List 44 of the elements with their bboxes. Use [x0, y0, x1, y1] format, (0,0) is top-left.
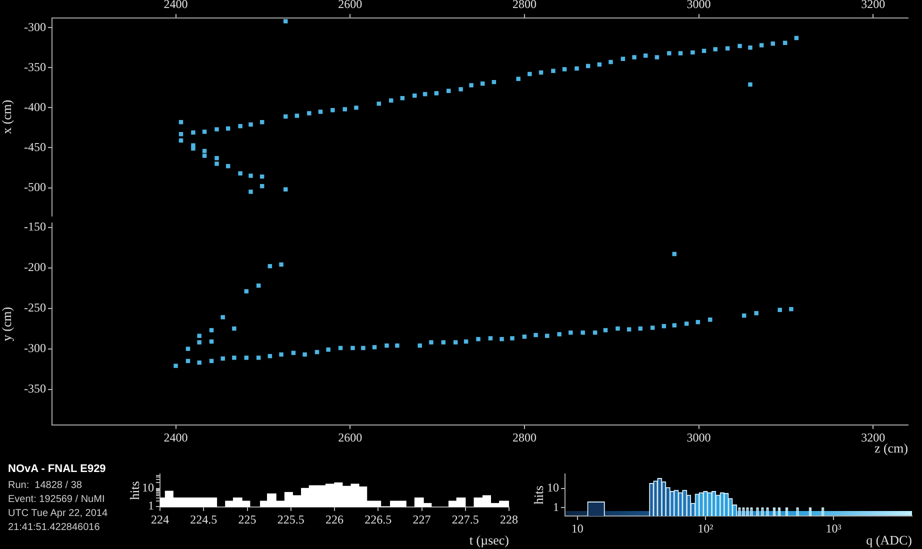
x-tick-label: 226: [326, 512, 344, 526]
text: Run: 14828 / 38: [8, 479, 83, 493]
y-tick-label: -300: [24, 20, 46, 34]
x-tick-label: 2400: [164, 0, 188, 11]
x-tick-label: 10: [571, 521, 584, 536]
x-tick-label: 2800: [512, 430, 536, 444]
x-axis-title: q (ADC): [866, 532, 912, 548]
text: 21:41:51.422846016: [8, 521, 101, 535]
y-axis-title: hits: [127, 481, 142, 500]
y-tick-label: -150: [24, 219, 46, 234]
y-tick-label: -350: [24, 60, 46, 74]
x-tick-label: 224: [151, 512, 169, 526]
x-tick-label: 10²: [698, 521, 714, 536]
x-tick-label: 224.5: [190, 512, 218, 526]
y-axis-title: x (cm): [0, 100, 14, 134]
x-tick-label: 228: [500, 512, 518, 526]
text: UTC Tue Apr 22, 2014: [8, 507, 108, 521]
x-tick-label: 3200: [861, 0, 886, 11]
x-axis-title: t (µsec): [469, 532, 509, 548]
x-tick-label: 225.5: [277, 512, 304, 526]
y-tick-label: -450: [24, 140, 46, 154]
x-tick-label: 227.5: [452, 512, 479, 526]
y-tick-label: -500: [24, 180, 46, 194]
x-tick-label: 3000: [686, 0, 711, 11]
x-tick-label: 2800: [512, 0, 536, 11]
x-tick-label: 227: [412, 512, 431, 526]
y-tick-label: -300: [24, 340, 46, 355]
x-tick-label: 3000: [686, 430, 711, 444]
x-tick-label: 2600: [338, 430, 362, 444]
y-axis-title: hits: [531, 486, 546, 504]
text: NOvA - FNAL E929: [8, 462, 107, 476]
y-axis-title: y (cm): [0, 306, 14, 342]
x-tick-label: 10³: [826, 521, 842, 536]
x-tick-label: 2400: [164, 430, 188, 444]
text: Event: 192569 / NuMI: [8, 493, 106, 507]
x-tick-label: 2600: [338, 0, 362, 11]
x-tick-label: 225: [238, 512, 256, 526]
y-tick-label: 1: [148, 498, 154, 513]
y-tick-label: 1: [553, 500, 559, 514]
y-tick-label: -350: [24, 381, 46, 396]
y-tick-label: -200: [24, 260, 46, 274]
y-tick-label: -250: [24, 300, 46, 314]
y-tick-label: -400: [24, 100, 46, 114]
x-tick-label: 226.5: [364, 512, 392, 526]
